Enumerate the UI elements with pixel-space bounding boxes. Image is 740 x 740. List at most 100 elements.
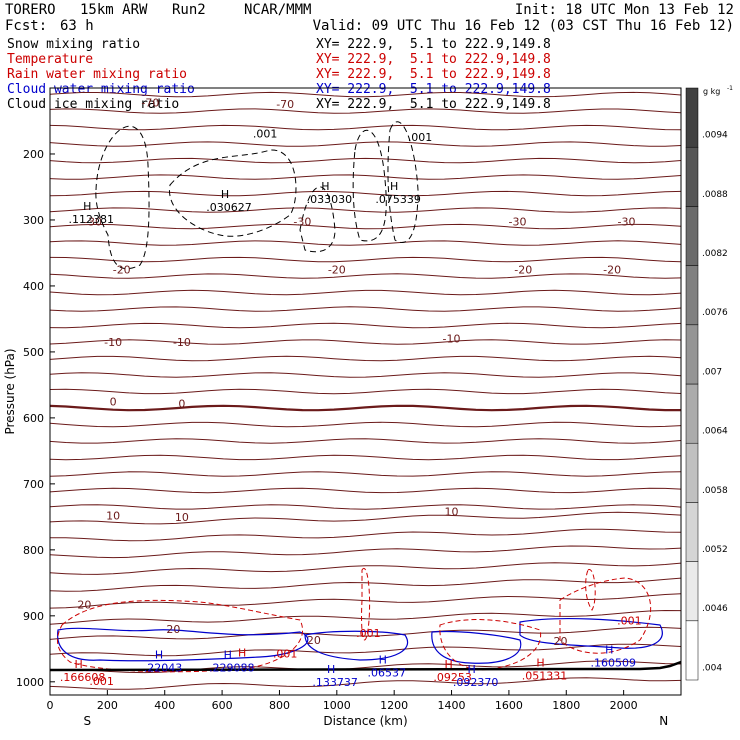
cloud-water-max-marker: H [467,663,475,676]
colorbar-tick-label: .0046 [702,604,728,614]
isotherm-line [50,273,681,279]
temperature-contour-label: 20 [554,635,568,648]
model-name: TORERO [5,2,56,18]
colorbar-segment [685,146,699,207]
temperature-contour-label: 0 [178,397,185,410]
legend-field-label: Rain water mixing ratio [7,67,188,82]
temperature-contour-label: -20 [514,263,532,276]
isotherm-line [50,609,681,625]
rain-water-contour [559,577,652,654]
temperature-contour-label: -10 [173,336,191,349]
isotherm-line [50,643,681,657]
colorbar-segment [685,620,699,681]
isotherm-line [50,421,681,428]
y-axis-label: Pressure (hPa) [3,348,17,434]
rain-max-marker: H [445,658,453,671]
isotherm-line [50,289,681,296]
y-tick-label: 200 [23,148,44,161]
temperature-contour-label: 10 [106,510,120,523]
y-tick-label: 1000 [16,676,44,689]
y-tick-label: 400 [23,280,44,293]
cloud-water-max-marker: H [327,663,335,676]
cloud-ice-max-marker: H [221,188,229,201]
temperature-contour-label: 20 [166,623,180,636]
colorbar-segment [685,561,699,622]
temperature-contour-label: -20 [113,263,131,276]
colorbar-segment [685,87,699,148]
temperature-contour-label: -20 [328,263,346,276]
x-tick-label: 1800 [552,699,580,712]
temperature-contour-label: -30 [84,215,102,228]
legend-cross-section-coords: XY= 222.9, 5.1 to 222.9,149.8 [316,67,551,82]
temperature-contour-label: -30 [293,215,311,228]
isotherm-line [50,223,681,230]
isotherm-line [50,372,681,378]
temperature-contour-label: -70 [141,97,159,110]
legend-field-label: Snow mixing ratio [7,37,141,52]
cloud-water-max-value: .133737 [312,676,358,689]
cloud-water-max-value: .160509 [591,656,637,669]
cloud-ice-max-marker: H [390,180,398,193]
isotherm-line [50,322,681,329]
colorbar-tick-label: .0076 [702,308,728,318]
x-tick-label: 0 [47,699,54,712]
colorbar-tick-label: .0064 [702,427,728,437]
isotherm-line [50,471,681,477]
run-label: Run2 [172,2,206,18]
colorbar-segment [685,265,699,326]
colorbar-tick-label: .0058 [702,486,728,496]
south-label: S [83,714,91,728]
cloud-water-max-marker: H [155,649,163,662]
temperature-contour-label: -10 [443,333,461,346]
colorbar-segment [685,324,699,385]
cloud-ice-contour [95,126,150,270]
x-tick-label: 1200 [380,699,408,712]
cloud-ice-max-value: .033030 [307,193,353,206]
isotherm-line [50,108,681,114]
temperature-contour-label: 20 [307,634,321,647]
cloud-ice-contour [352,130,387,242]
temperature-contour-label: 20 [77,599,91,612]
isotherm-line [50,240,681,246]
cloud-ice-contour [169,149,297,237]
isotherm-line [50,504,681,510]
rain-contour-label: .001 [356,627,381,640]
chart-labels: -70 -70 -30 -30 -30 -30 -20 -20 -20 -20 -10 -10 -10 0… [60,97,642,690]
temperature-contour-label: -30 [618,215,636,228]
isotherm-line [50,91,681,98]
legend-cross-section-coords: XY= 222.9, 5.1 to 222.9,149.8 [316,37,551,52]
colorbar-tick-label: .0082 [702,249,728,259]
forecast-label: Fcst: [5,18,48,34]
forecast-hour: 63 h [60,18,94,34]
isotherm-line [50,660,681,674]
cloud-ice-contour [387,121,419,243]
temperature-contour-label: -70 [276,98,294,111]
cloud-ice-max-value: .112381 [69,213,115,226]
y-tick-label: 600 [23,412,44,425]
y-tick-label: 300 [23,214,44,227]
cloud-ice-max-value: .030627 [206,201,252,214]
temperature-contour-label: -20 [603,263,621,276]
isotherm-line [50,487,681,494]
temperature-contour-label: 0 [110,395,117,408]
rain-contour-label: .001 [273,647,298,660]
colorbar-tick-label: .007 [702,367,722,377]
isotherm-line [50,677,681,690]
isotherm-line [50,577,681,592]
colorbar-units-exponent: -1 [727,85,733,92]
cloud-water-max-value: .22043 [144,662,183,675]
colorbar: .004 .0046 .0052 .0058 .0064 .007 .0076 .0082 .0… [685,85,733,681]
temperature-contour-label: 10 [175,511,189,524]
rain-max-marker: H [75,658,83,671]
isotherm-line [50,207,681,213]
resolution: 15km ARW [80,2,148,18]
x-axis-label: Distance (km) [323,714,407,728]
isotherm-line [50,124,681,131]
isotherm-line [50,545,681,559]
surface-line [50,660,681,672]
x-tick-label: 800 [269,699,290,712]
temperature-contour-label: 10 [445,506,459,519]
cloud-water-max-value: .092370 [453,676,499,689]
y-tick-label: 700 [23,478,44,491]
